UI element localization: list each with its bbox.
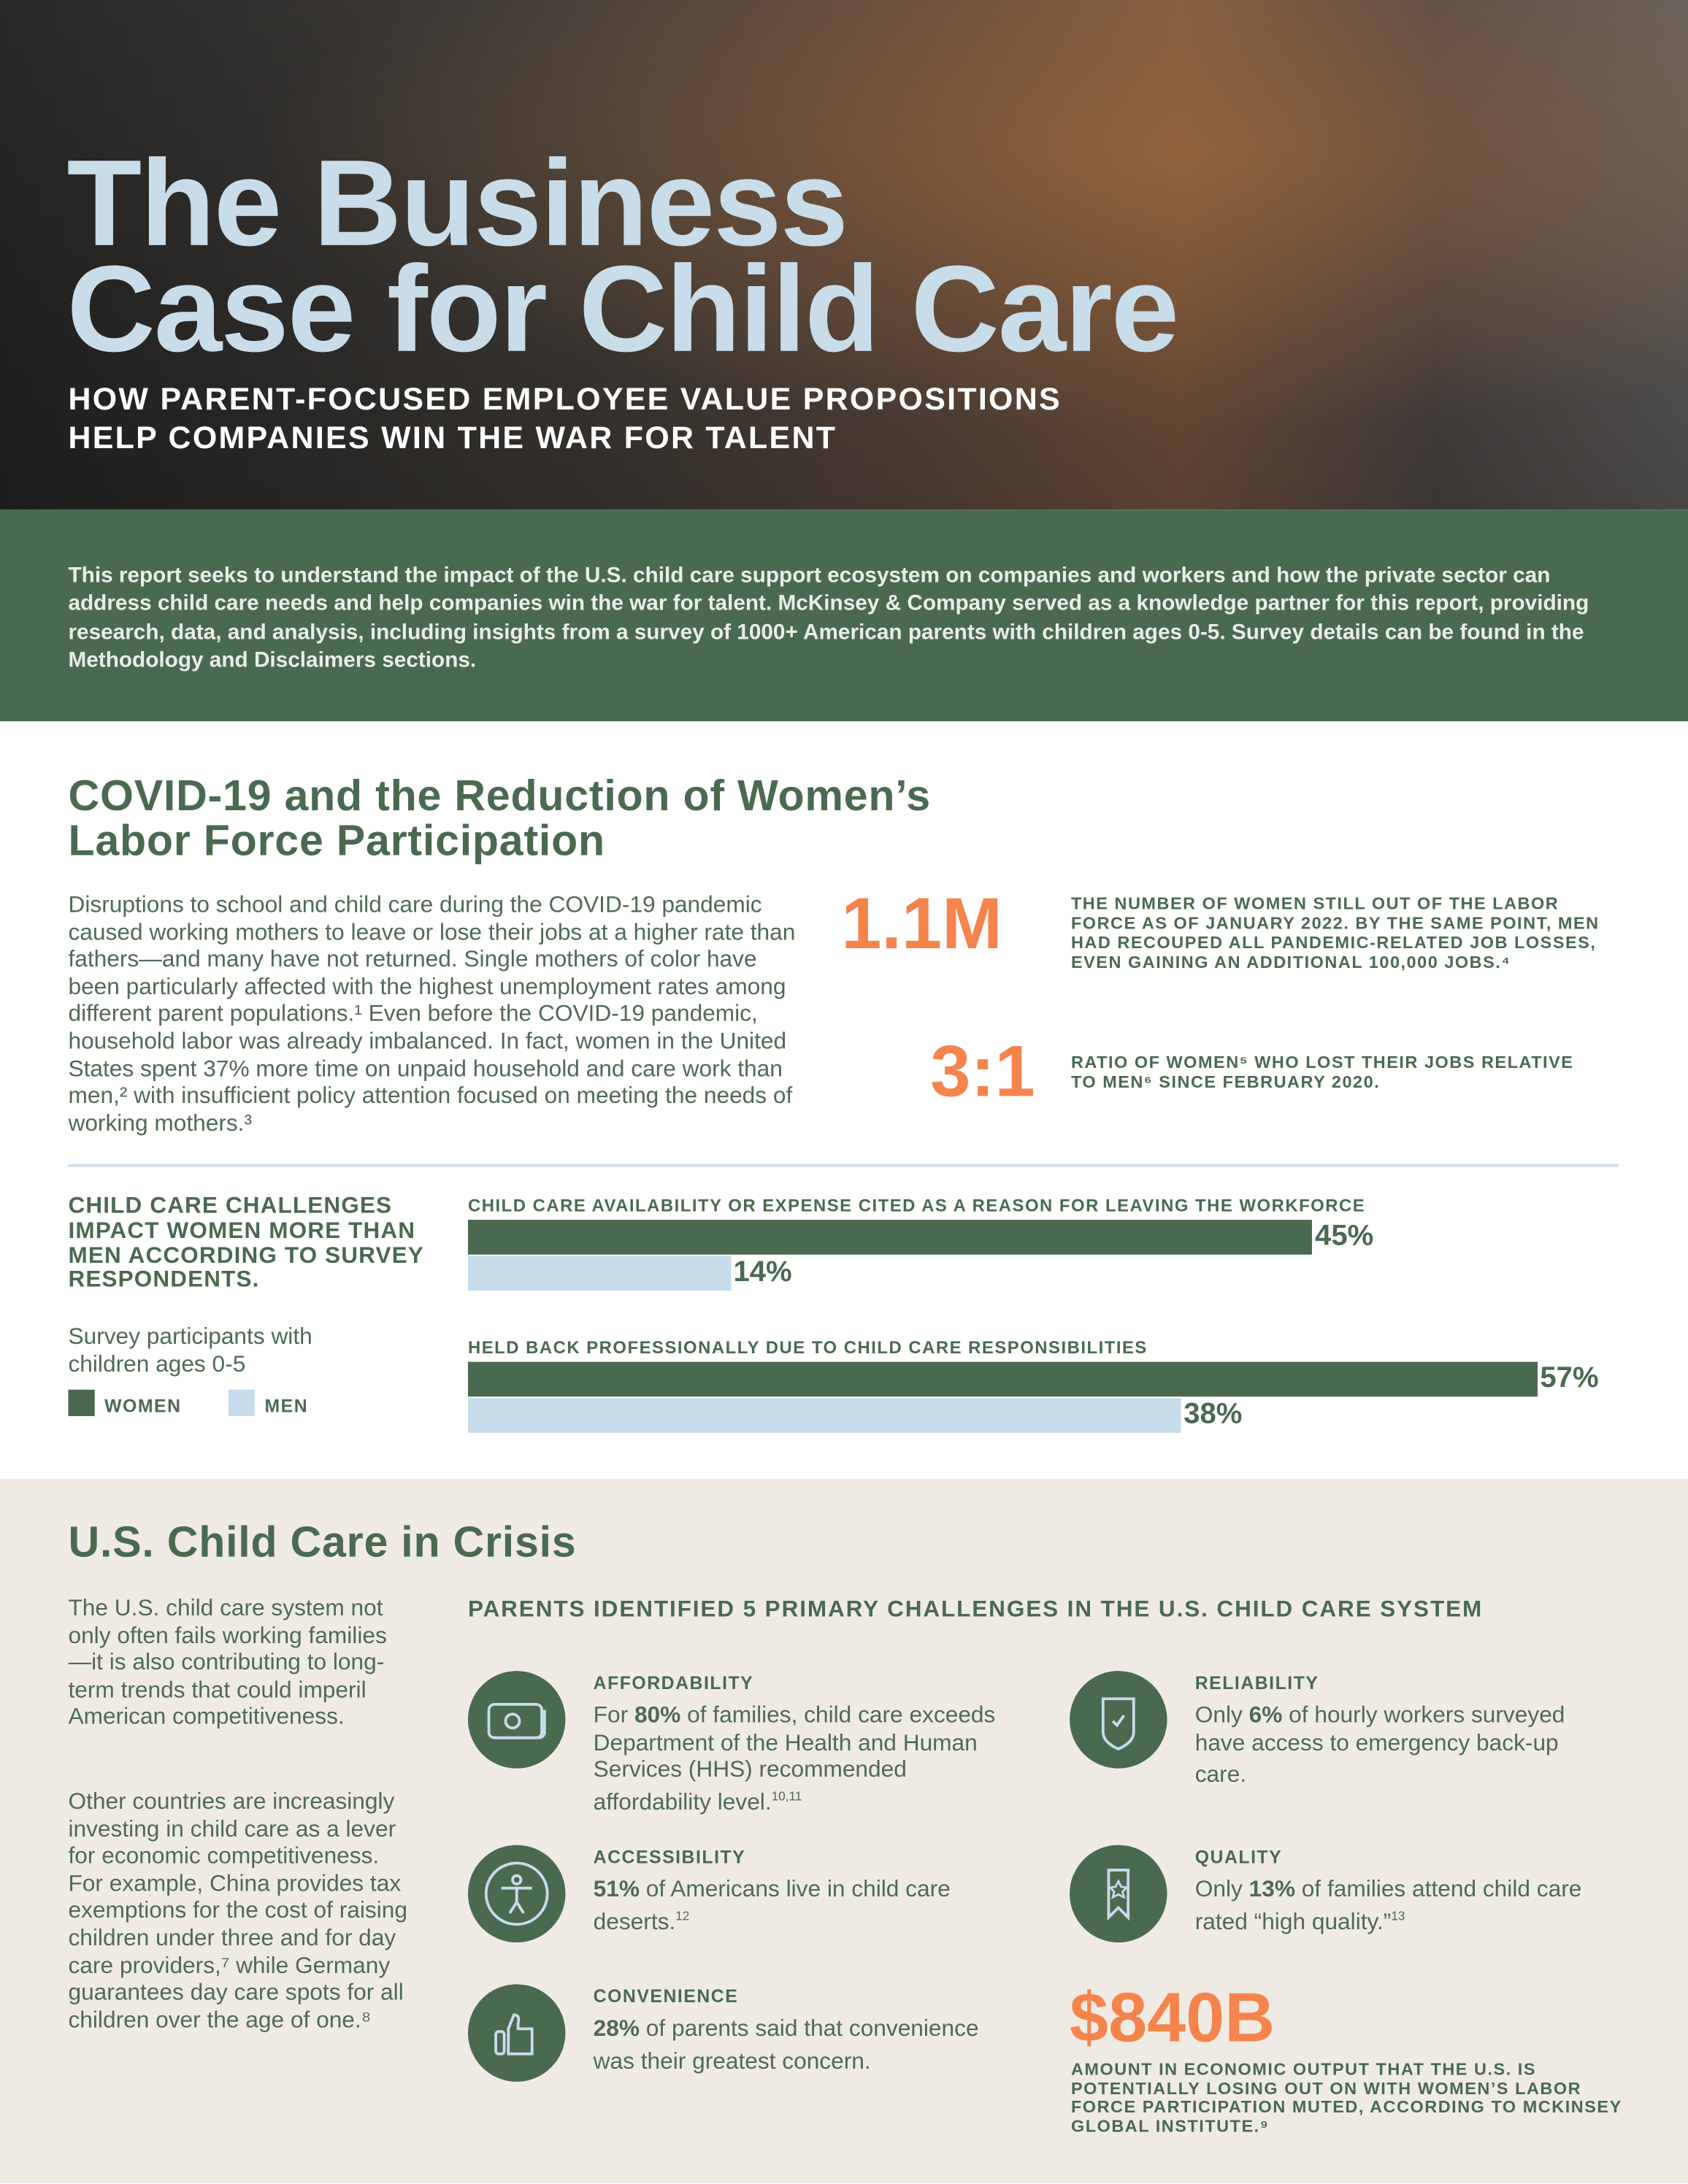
intro-band: This report seeks to understand the impa… — [0, 510, 1688, 722]
divider — [68, 1164, 1619, 1167]
bar-value-label: 14% — [733, 1256, 792, 1288]
legend-label-men: MEN — [264, 1395, 309, 1417]
covid-paragraph: Disruptions to school and child care dur… — [68, 891, 796, 1137]
page-title: The Business Case for Child Care — [66, 134, 1180, 377]
stat-ratio: 3:1 — [930, 1031, 1035, 1113]
money-icon — [467, 1671, 566, 1769]
stat-840b-text: AMOUNT IN ECONOMIC OUTPUT THAT THE U.S. … — [1070, 2059, 1622, 2136]
challenge-text: Only 13% of families attend child care r… — [1194, 1875, 1582, 1934]
chart-subtitle: Survey participants with children ages 0… — [68, 1323, 312, 1377]
challenge-label: ACCESSIBILITY — [593, 1846, 746, 1868]
legend-label-women: WOMEN — [104, 1395, 182, 1417]
thumbs-up-icon — [467, 1984, 566, 2082]
legend-swatch-women — [68, 1389, 95, 1417]
challenge-text: 51% of Americans live in child care dese… — [593, 1875, 951, 1934]
challenge-label: CONVENIENCE — [593, 1985, 739, 2007]
page-subtitle: HOW PARENT-FOCUSED EMPLOYEE VALUE PROPOS… — [68, 381, 1062, 455]
bar-value-label: 45% — [1315, 1220, 1374, 1252]
bar-value-label: 57% — [1540, 1361, 1599, 1394]
covid-heading: COVID-19 and the Reduction of Women’s Lab… — [68, 771, 931, 865]
challenge-label: QUALITY — [1194, 1846, 1283, 1868]
ribbon-star-icon — [1070, 1845, 1167, 1943]
stat-1-text: THE NUMBER OF WOMEN STILL OUT OF THE LAB… — [1070, 893, 1600, 972]
crisis-paragraph-2: Other countries are increasingly investi… — [68, 1788, 407, 2033]
accessibility-icon — [467, 1845, 566, 1943]
challenge-text: For 80% of families, child care exceeds … — [593, 1702, 996, 1815]
bar-value-label: 38% — [1183, 1398, 1243, 1431]
crisis-paragraph-1: The U.S. child care system not only ofte… — [68, 1594, 387, 1730]
crisis-section: U.S. Child Care in Crisis The U.S. child… — [0, 1478, 1688, 2184]
hero-banner: The Business Case for Child Care HOW PARE… — [0, 0, 1688, 510]
bar-women — [467, 1361, 1538, 1397]
bar-men — [467, 1256, 731, 1291]
bar-men — [467, 1398, 1181, 1433]
stat-2-text: RATIO OF WOMEN⁵ WHO LOST THEIR JOBS RELA… — [1070, 1053, 1574, 1092]
chart-category-label: CHILD CARE AVAILABILITY OR EXPENSE CITED… — [467, 1196, 1366, 1216]
bar-women — [467, 1220, 1313, 1255]
hero-photo — [0, 0, 1688, 510]
challenge-text: Only 6% of hourly workers surveyed have … — [1194, 1702, 1565, 1788]
chart-category-label: HELD BACK PROFESSIONALLY DUE TO CHILD CA… — [467, 1338, 1148, 1358]
challenges-heading: PARENTS IDENTIFIED 5 PRIMARY CHALLENGES … — [467, 1597, 1484, 1623]
stat-840b: $840B — [1070, 1978, 1275, 2057]
intro-text: This report seeks to understand the impa… — [68, 564, 1589, 673]
challenge-text: 28% of parents said that convenience was… — [593, 2015, 979, 2074]
stat-1-1m: 1.1M — [841, 884, 1002, 965]
challenge-label: AFFORDABILITY — [593, 1672, 754, 1693]
crisis-heading: U.S. Child Care in Crisis — [68, 1518, 577, 1567]
shield-check-icon — [1070, 1671, 1167, 1769]
challenge-label: RELIABILITY — [1194, 1672, 1319, 1693]
chart-title: CHILD CARE CHALLENGES IMPACT WOMEN MORE … — [68, 1193, 424, 1293]
legend-swatch-men — [228, 1389, 256, 1417]
